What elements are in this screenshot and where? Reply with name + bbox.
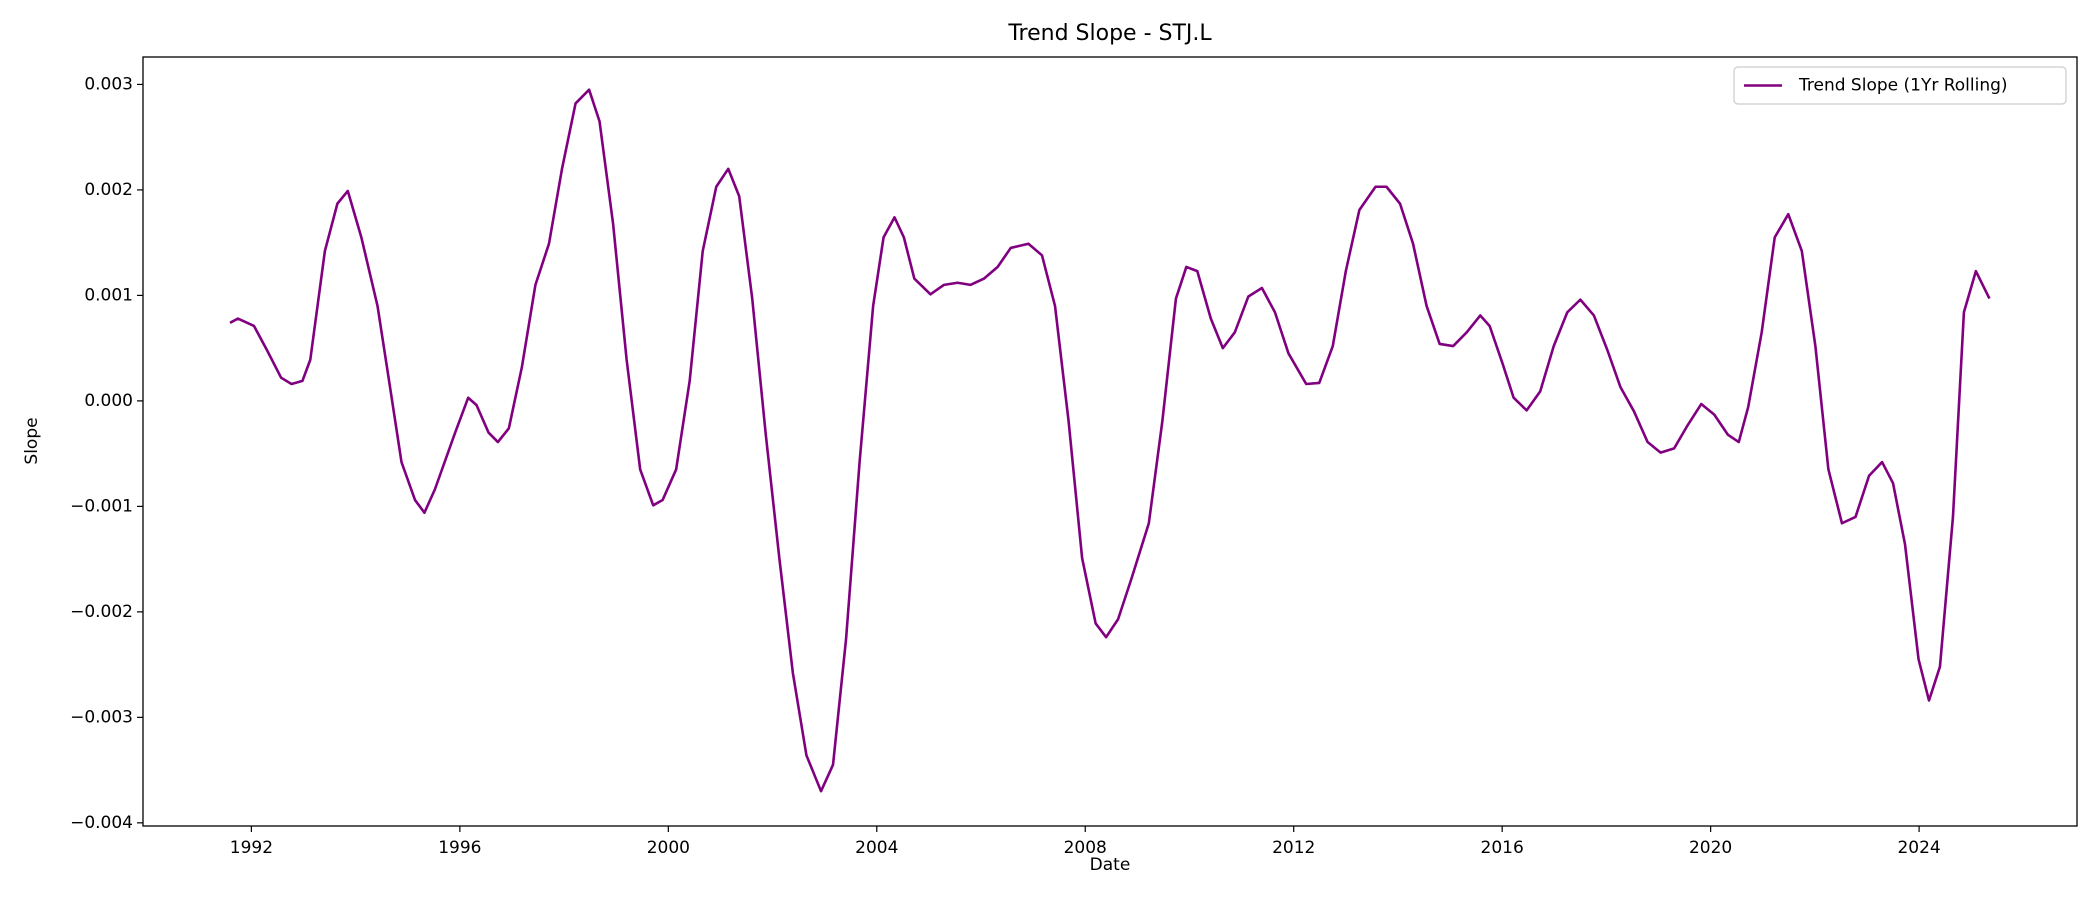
x-tick-label: 2020 xyxy=(1689,838,1732,858)
y-tick-label: 0.002 xyxy=(84,180,133,200)
x-tick-label: 2012 xyxy=(1272,838,1315,858)
x-tick-label: 1996 xyxy=(438,838,481,858)
series-line xyxy=(229,88,1991,793)
y-axis-label: Slope xyxy=(22,417,42,464)
x-tick-label: 2016 xyxy=(1481,838,1524,858)
x-tick-label: 2004 xyxy=(855,838,898,858)
y-tick-label: −0.001 xyxy=(70,496,133,516)
y-tick-label: 0.001 xyxy=(84,285,133,305)
y-tick-label: −0.002 xyxy=(70,602,133,622)
x-tick-label: 1992 xyxy=(230,838,273,858)
plot-frame xyxy=(142,56,2078,827)
x-tick-label: 2008 xyxy=(1064,838,1107,858)
legend-box xyxy=(1733,66,2067,105)
y-tick-label: −0.004 xyxy=(70,813,133,833)
x-axis-label: Date xyxy=(1090,855,1131,875)
chart-title: Trend Slope - STJ.L xyxy=(1007,21,1212,46)
y-tick-label: −0.003 xyxy=(70,707,133,727)
x-tick-label: 2024 xyxy=(1897,838,1940,858)
y-tick-label: 0.003 xyxy=(84,74,133,94)
x-tick-label: 2000 xyxy=(647,838,690,858)
y-tick-label: 0.000 xyxy=(84,391,133,411)
legend-label: Trend Slope (1Yr Rolling) xyxy=(1798,76,2008,96)
